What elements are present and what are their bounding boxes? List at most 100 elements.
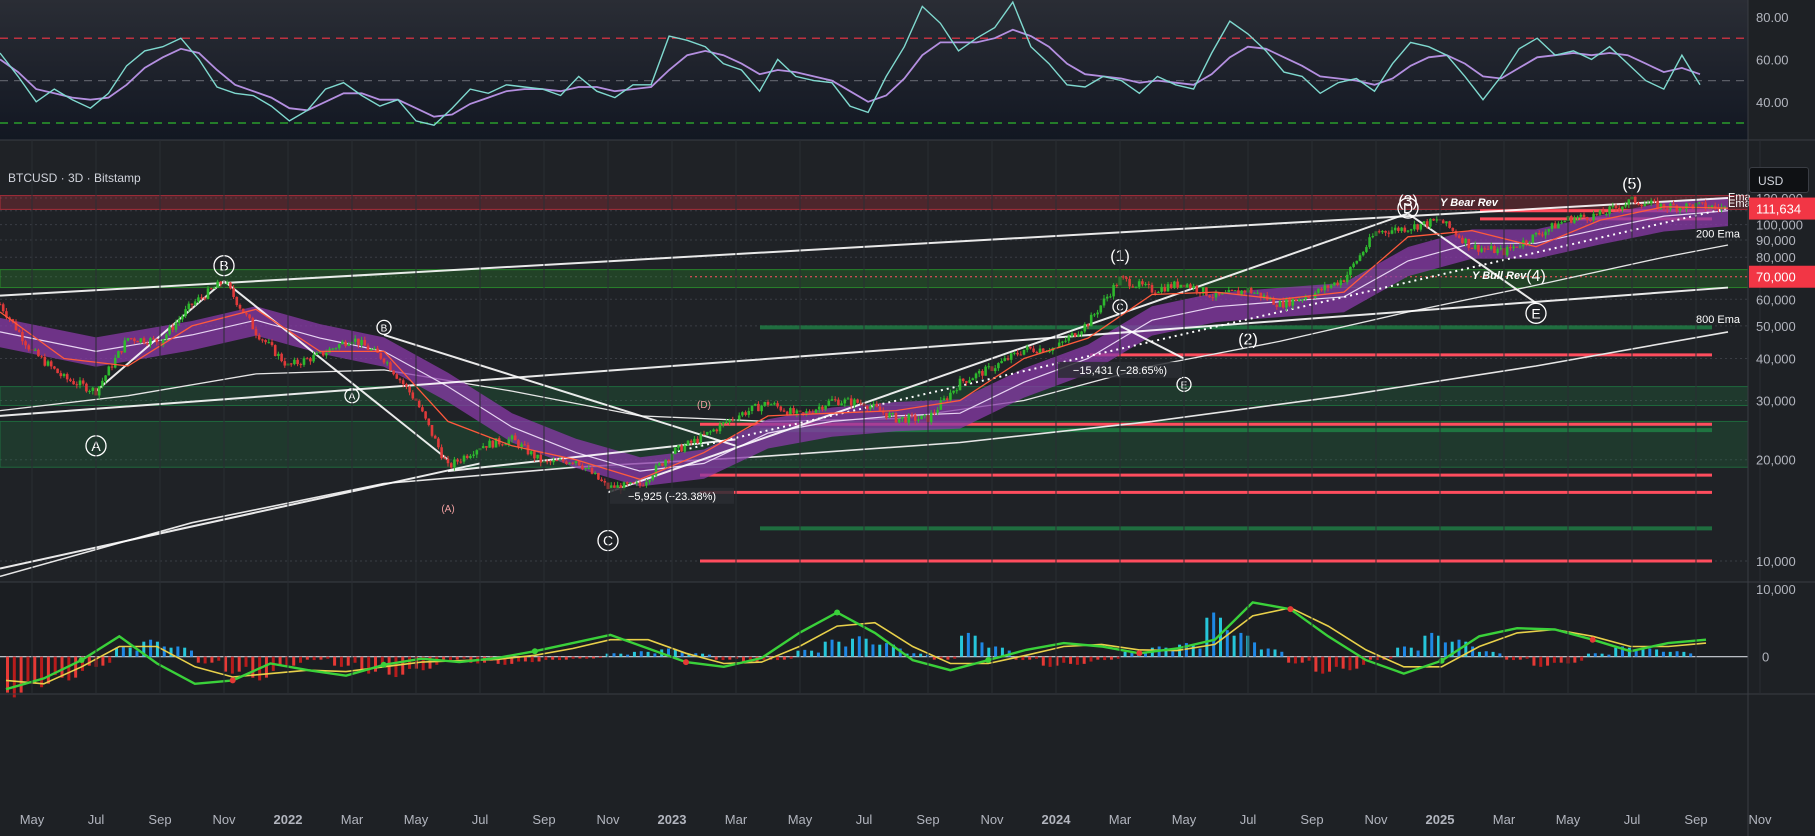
candle-body	[1061, 341, 1064, 343]
histogram-bar	[394, 656, 398, 678]
histogram-bar	[1430, 632, 1434, 657]
histogram-bar	[789, 656, 793, 659]
candle-body	[1013, 352, 1016, 354]
candle-body	[1665, 208, 1669, 210]
candle-body	[709, 431, 712, 433]
candle-body	[232, 288, 235, 297]
candle-body	[597, 473, 600, 480]
histogram-bar	[448, 656, 452, 661]
candle-body	[171, 326, 175, 330]
histogram-bar	[1375, 656, 1379, 661]
candle-body	[510, 435, 514, 440]
candle-body	[321, 351, 325, 356]
candle-body	[805, 411, 808, 413]
candle-body	[270, 342, 274, 346]
histogram-bar	[1648, 648, 1652, 657]
candle-body	[680, 445, 683, 452]
candle-body	[219, 281, 223, 285]
candle-body	[382, 358, 386, 363]
candle-body	[1557, 223, 1560, 229]
histogram-bar	[844, 646, 848, 657]
candle-body	[1681, 207, 1685, 209]
candle-body	[43, 356, 47, 366]
candle-body	[789, 408, 792, 415]
candle-body	[565, 461, 568, 464]
candle-body	[1009, 353, 1013, 360]
histogram-bar	[1103, 656, 1107, 661]
currency-button[interactable]: USD	[1749, 167, 1809, 193]
candle-body	[37, 349, 40, 357]
candle-body	[1342, 280, 1346, 283]
candle-body	[1480, 248, 1483, 252]
candle-body	[136, 341, 139, 343]
candle-body	[1217, 292, 1221, 295]
candle-body	[1381, 230, 1384, 233]
histogram-bar	[1450, 641, 1454, 657]
wave-label: (D)	[697, 400, 711, 411]
candle-body	[305, 358, 309, 360]
histogram-bar	[680, 651, 684, 657]
candle-body	[254, 329, 258, 336]
candle-body	[561, 459, 565, 462]
wave-label: B	[381, 323, 388, 334]
candle-body	[705, 431, 709, 435]
price-tick-label: 40,000	[1756, 351, 1796, 366]
candle-body	[933, 412, 936, 414]
candle-body	[878, 406, 882, 411]
candle-body	[549, 461, 552, 463]
candle-body	[405, 384, 408, 387]
candle-body	[1333, 282, 1336, 286]
candle-body	[782, 410, 786, 412]
trendline	[1407, 212, 1537, 304]
x-tick-label: Nov	[1364, 812, 1388, 827]
candle-body	[1451, 227, 1455, 231]
histogram-bar	[60, 656, 64, 678]
histogram-bar	[224, 656, 228, 672]
price-tick-label: 30,000	[1756, 394, 1796, 409]
candle-body	[1672, 203, 1675, 206]
candle-body	[1019, 354, 1023, 356]
candle-body	[81, 380, 85, 384]
candle-body	[1649, 200, 1653, 204]
candle-body	[392, 370, 395, 375]
candle-body	[981, 370, 984, 376]
histogram-bar	[1627, 647, 1631, 657]
candle-body	[1000, 361, 1003, 364]
histogram-bar	[1655, 649, 1659, 657]
x-tick-label: 2023	[658, 812, 687, 827]
histogram-bar	[1586, 653, 1590, 657]
candle-body	[238, 305, 242, 309]
candle-body	[1531, 234, 1535, 243]
candle-body	[1112, 285, 1115, 297]
candle-body	[1003, 358, 1007, 362]
cross-dot	[683, 659, 689, 666]
cross-dot	[229, 677, 236, 684]
histogram-bar	[353, 656, 357, 663]
candle-body	[609, 485, 613, 490]
candle-body	[677, 445, 680, 448]
candle-body	[760, 405, 763, 412]
oscillator-background	[0, 582, 1748, 694]
candle-body	[1617, 207, 1621, 210]
candle-body	[590, 468, 594, 474]
candle-body	[1464, 238, 1467, 244]
candle-body	[673, 447, 677, 454]
histogram-bar	[292, 656, 296, 666]
candle-body	[1221, 292, 1224, 295]
histogram-bar	[1484, 651, 1488, 657]
histogram-bar	[1280, 651, 1284, 657]
candle-body	[584, 468, 587, 470]
candle-body	[1723, 206, 1727, 208]
candle-body	[1640, 204, 1643, 207]
candle-body	[299, 364, 303, 366]
candle-body	[494, 438, 498, 448]
histogram-bar	[639, 651, 643, 657]
candle-body	[1377, 231, 1381, 233]
candle-body	[929, 412, 933, 423]
histogram-bar	[1355, 656, 1359, 669]
candle-body	[987, 366, 991, 368]
histogram-bar	[735, 656, 739, 659]
rsi-ma-line	[0, 28, 1701, 118]
histogram-bar	[278, 656, 282, 666]
